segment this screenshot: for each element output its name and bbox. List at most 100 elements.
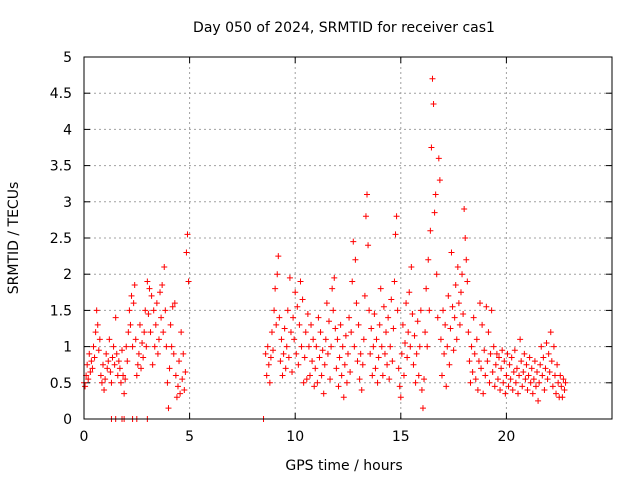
data-point xyxy=(404,354,411,361)
data-point xyxy=(526,354,533,361)
data-point xyxy=(487,350,494,357)
data-point xyxy=(385,314,392,321)
data-point xyxy=(431,209,438,216)
data-point xyxy=(378,343,385,350)
data-point xyxy=(331,274,338,281)
data-point xyxy=(500,379,507,386)
data-point xyxy=(183,249,190,256)
y-tick-label: 2.5 xyxy=(50,231,72,247)
data-point xyxy=(538,343,545,350)
data-point xyxy=(299,296,306,303)
y-tick-label: 3.5 xyxy=(50,159,72,175)
data-point xyxy=(347,368,354,375)
data-point xyxy=(308,321,315,328)
data-point xyxy=(152,321,159,328)
data-point xyxy=(334,336,341,343)
data-point xyxy=(310,336,317,343)
data-point xyxy=(488,307,495,314)
data-point xyxy=(491,383,498,390)
data-point xyxy=(400,372,407,379)
data-point xyxy=(517,336,524,343)
data-point xyxy=(119,347,126,354)
data-point xyxy=(430,101,437,108)
data-point xyxy=(545,350,552,357)
data-point xyxy=(541,387,548,394)
data-point xyxy=(120,372,127,379)
data-point xyxy=(178,329,185,336)
data-point xyxy=(473,336,480,343)
data-point xyxy=(438,372,445,379)
data-point xyxy=(377,285,384,292)
data-point xyxy=(296,321,303,328)
data-point xyxy=(527,379,534,386)
data-point xyxy=(354,358,361,365)
data-point xyxy=(332,325,339,332)
chart-title: Day 050 of 2024, SRMTID for receiver cas… xyxy=(193,20,495,36)
data-point xyxy=(388,296,395,303)
data-point xyxy=(130,300,137,307)
data-point xyxy=(327,376,334,383)
data-point xyxy=(373,336,380,343)
data-point xyxy=(280,350,287,357)
data-point xyxy=(116,365,123,372)
data-point xyxy=(103,350,110,357)
y-tick-label: 0.5 xyxy=(50,376,72,392)
data-point xyxy=(148,292,155,299)
data-point xyxy=(271,307,278,314)
data-point xyxy=(498,365,505,372)
y-tick-label: 5 xyxy=(63,50,72,66)
data-point xyxy=(114,372,121,379)
data-point xyxy=(266,379,273,386)
data-point xyxy=(505,383,512,390)
data-point xyxy=(122,376,129,383)
data-point xyxy=(459,271,466,278)
data-point xyxy=(272,285,279,292)
data-point xyxy=(542,365,549,372)
data-point xyxy=(428,144,435,151)
data-point xyxy=(409,311,416,318)
data-point xyxy=(85,376,92,383)
data-point xyxy=(321,361,328,368)
data-point xyxy=(403,300,410,307)
data-point xyxy=(97,372,104,379)
data-point xyxy=(101,387,108,394)
data-point xyxy=(92,329,99,336)
data-point xyxy=(536,379,543,386)
data-point xyxy=(490,343,497,350)
data-point xyxy=(449,303,456,310)
data-point xyxy=(413,350,420,357)
data-point xyxy=(441,350,448,357)
data-point xyxy=(180,350,187,357)
data-point xyxy=(301,354,308,361)
data-point xyxy=(168,343,175,350)
data-point xyxy=(362,213,369,220)
data-point xyxy=(451,314,458,321)
data-point xyxy=(421,376,428,383)
data-point xyxy=(157,289,164,296)
data-point xyxy=(304,311,311,318)
data-point xyxy=(115,358,122,365)
y-tick-label: 3 xyxy=(63,195,72,211)
data-point xyxy=(345,350,351,357)
data-point xyxy=(550,343,557,350)
data-point xyxy=(555,379,562,386)
data-point xyxy=(176,358,183,365)
data-point xyxy=(318,372,325,379)
data-point xyxy=(133,372,140,379)
data-point xyxy=(297,278,304,285)
data-point xyxy=(387,343,394,350)
data-point xyxy=(337,321,344,328)
data-point xyxy=(181,387,188,394)
data-point xyxy=(300,379,307,386)
data-point xyxy=(273,321,280,328)
data-point xyxy=(489,368,496,375)
data-point xyxy=(262,350,269,357)
data-point xyxy=(274,271,281,278)
data-point xyxy=(544,376,551,383)
data-point xyxy=(88,358,95,365)
data-point xyxy=(158,314,165,321)
data-point xyxy=(494,376,501,383)
data-point xyxy=(357,350,364,357)
x-axis-label: GPS time / hours xyxy=(285,458,402,474)
data-point xyxy=(111,361,118,368)
